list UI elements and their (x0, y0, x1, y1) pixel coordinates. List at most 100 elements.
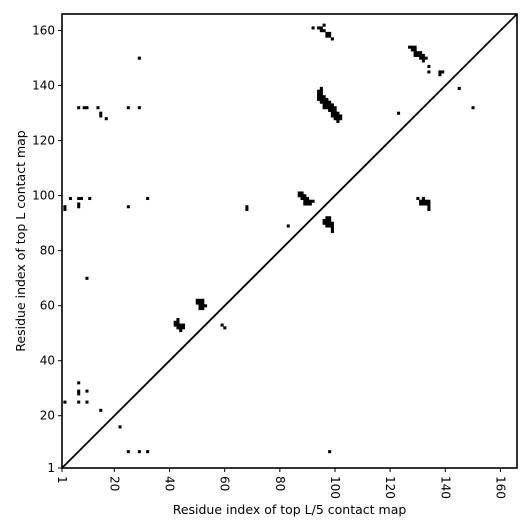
y-tick-label: 20 (40, 409, 55, 423)
contact-cell (223, 326, 227, 330)
contact-cell (438, 70, 442, 74)
contact-cell (317, 95, 321, 99)
contact-cell (297, 194, 301, 198)
contact-cell (471, 106, 475, 110)
contact-cell (308, 199, 312, 203)
contact-cell (173, 320, 177, 324)
contact-cell (198, 304, 202, 308)
y-tick-label: 40 (40, 354, 55, 368)
contact-cell (99, 408, 103, 412)
contact-cell (88, 196, 92, 201)
contact-cell (322, 23, 326, 27)
x-tick-label: 20 (107, 476, 121, 491)
contact-cell (319, 95, 323, 99)
contact-cell (176, 323, 180, 327)
contact-cell (325, 31, 329, 35)
contact-cell (300, 191, 304, 195)
contact-cell (330, 111, 334, 115)
contact-cell (421, 56, 425, 60)
contact-cell (325, 100, 329, 104)
contact-cell (85, 389, 89, 393)
contact-cell (330, 227, 334, 231)
contact-cell (77, 202, 81, 206)
contact-cell (68, 196, 72, 201)
contact-cell (198, 301, 202, 305)
contact-cell (333, 111, 337, 115)
contact-cell (201, 307, 205, 311)
contact-cell (198, 307, 202, 311)
contact-cell (319, 86, 323, 90)
contact-cell (336, 114, 340, 118)
contact-cell (413, 51, 417, 55)
contact-cell (319, 100, 323, 104)
contact-cell (303, 202, 307, 206)
contact-cell (311, 26, 315, 30)
contact-cell (330, 103, 334, 107)
contact-cell (322, 95, 326, 99)
contact-cell (419, 51, 423, 55)
contact-cell (424, 199, 428, 203)
contact-cell (427, 205, 431, 209)
y-tick-label: 1 (47, 461, 55, 475)
contact-cell (416, 196, 420, 201)
contact-cell (441, 70, 445, 74)
y-tick-label: 60 (40, 299, 55, 313)
plot-frame (61, 13, 518, 469)
contact-cell (77, 106, 81, 110)
contact-cell (201, 301, 205, 305)
contact-cell (328, 34, 332, 38)
contact-cell (63, 400, 67, 404)
contact-cell (77, 205, 81, 209)
contact-cell (421, 53, 425, 57)
contact-cell (328, 221, 332, 225)
contact-cell (176, 326, 180, 330)
x-axis-label: Residue index of top L/5 contact map (173, 502, 407, 517)
contact-cell (306, 199, 310, 203)
contact-cell (77, 389, 81, 393)
contact-cell (416, 51, 420, 55)
x-tick-label: 140 (438, 476, 452, 499)
contact-cell (413, 53, 417, 57)
contact-cell (245, 205, 249, 209)
contact-cell (319, 26, 323, 30)
contact-cell (413, 45, 417, 49)
contact-cell (146, 450, 150, 454)
contact-cell (77, 400, 81, 404)
contact-cell (118, 425, 122, 429)
contact-cell (328, 100, 332, 104)
contact-cell (419, 202, 423, 206)
contact-cell (330, 229, 334, 234)
contact-cell (339, 117, 343, 121)
contact-cell (408, 45, 412, 49)
contact-cell (328, 108, 332, 112)
contact-cell (322, 221, 326, 225)
y-tick-label: 80 (40, 244, 55, 258)
contact-cell (333, 114, 337, 118)
contact-cell (457, 86, 461, 90)
contact-cell (325, 34, 329, 38)
x-tick-label: 120 (383, 476, 397, 499)
contact-cell (85, 276, 89, 280)
contact-cell (330, 108, 334, 112)
x-tick-label: 1 (55, 476, 69, 484)
y-tick-label: 100 (32, 189, 55, 203)
contact-cell (201, 304, 205, 308)
contact-cell (126, 106, 130, 110)
contact-cell (336, 111, 340, 115)
contact-cell (300, 196, 304, 201)
contact-cell (198, 298, 202, 302)
contact-cell (181, 323, 186, 327)
contact-cell (319, 89, 323, 93)
contact-cell (204, 304, 208, 308)
contact-cell (328, 31, 332, 35)
contact-cell (322, 103, 326, 107)
contact-cell (137, 56, 141, 60)
contact-cell (336, 117, 340, 121)
contact-cell (438, 73, 442, 77)
contact-cell (330, 114, 334, 118)
x-tick-label: 160 (493, 476, 507, 499)
contact-cell (322, 106, 326, 110)
y-tick-label: 120 (32, 134, 55, 148)
contact-cell (63, 205, 67, 209)
